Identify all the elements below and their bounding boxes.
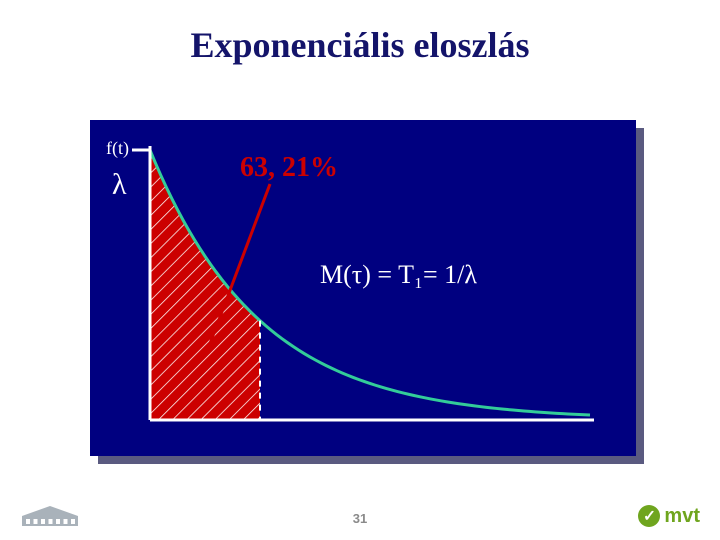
chart-panel: f(t) λ 63, 21% M(τ) = T₁= 1/λ (90, 120, 636, 456)
slide: Exponenciális eloszlás f(t) λ 63, 21% M(… (0, 0, 720, 540)
mvt-logo-dot-icon: ✓ (638, 505, 660, 527)
building-logo-icon (20, 502, 80, 530)
footer-right-logo: ✓ mvt (638, 505, 700, 528)
footer: 31 ✓ mvt (0, 492, 720, 540)
footer-left-logo (20, 502, 80, 530)
slide-title: Exponenciális eloszlás (0, 24, 720, 66)
y-axis-label: f(t) (106, 138, 129, 159)
page-number: 31 (353, 511, 367, 526)
pct-annotation: 63, 21% (240, 152, 338, 184)
lambda-label: λ (112, 168, 127, 202)
mvt-logo-text: mvt (664, 505, 700, 528)
mvt-logo: ✓ mvt (638, 505, 700, 528)
mean-formula: M(τ) = T₁= 1/λ (320, 260, 477, 290)
